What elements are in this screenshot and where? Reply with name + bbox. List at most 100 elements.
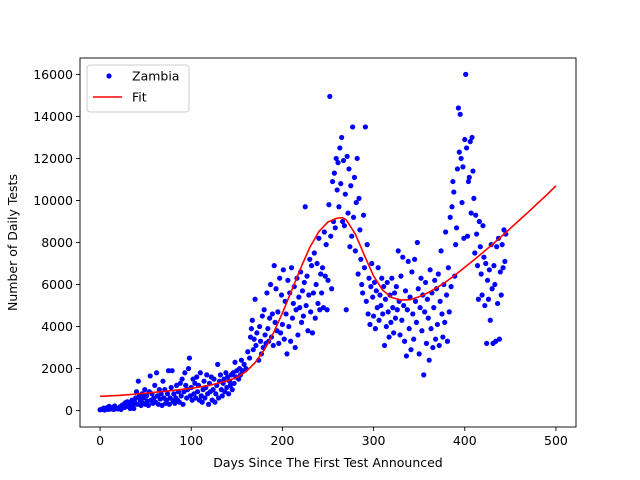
scatter-point xyxy=(350,214,357,220)
scatter-point xyxy=(432,277,438,283)
scatter-point xyxy=(460,164,466,170)
scatter-point xyxy=(210,387,216,393)
scatter-point xyxy=(454,166,461,172)
scatter-point xyxy=(478,271,484,277)
scatter-point xyxy=(379,275,385,281)
scatter-point xyxy=(131,405,137,412)
scatter-point xyxy=(355,271,361,277)
scatter-point xyxy=(304,273,310,279)
scatter-point xyxy=(371,279,378,286)
scatter-point xyxy=(366,275,372,281)
scatter-point xyxy=(319,265,326,271)
scatter-point xyxy=(314,260,320,267)
scatter-point xyxy=(211,376,217,382)
scatter-point xyxy=(412,298,419,304)
scatter-point xyxy=(377,292,383,298)
scatter-point xyxy=(297,305,303,311)
scatter-point xyxy=(178,393,184,399)
scatter-point xyxy=(463,145,470,151)
scatter-point xyxy=(424,296,430,302)
scatter-point xyxy=(459,199,465,206)
scatter-point xyxy=(231,380,237,386)
scatter-point xyxy=(476,218,482,225)
legend: Zambia Fit xyxy=(86,64,190,113)
x-tick-label: 100 xyxy=(179,433,203,448)
scatter-point xyxy=(311,250,317,256)
scatter-point xyxy=(135,378,141,384)
x-tick-label: 0 xyxy=(96,433,104,448)
scatter-point xyxy=(197,370,203,376)
scatter-point xyxy=(353,199,359,206)
scatter-point xyxy=(370,294,376,300)
scatter-point xyxy=(492,281,498,288)
scatter-point xyxy=(412,256,418,262)
scatter-point xyxy=(425,315,431,321)
scatter-point xyxy=(375,265,381,271)
scatter-point xyxy=(298,319,305,325)
scatter-point xyxy=(446,309,452,315)
y-tick-label: 2000 xyxy=(41,361,73,376)
scatter-point xyxy=(464,233,471,239)
y-tick-label: 10000 xyxy=(33,193,73,208)
scatter-point xyxy=(496,336,503,342)
scatter-point xyxy=(267,315,273,321)
scatter-point xyxy=(402,288,409,294)
scatter-point xyxy=(463,71,469,77)
scatter-point xyxy=(431,305,437,311)
scatter-point xyxy=(489,286,495,292)
scatter-point xyxy=(394,307,400,313)
scatter-point xyxy=(166,401,172,407)
scatter-point xyxy=(410,311,416,317)
scatter-point xyxy=(165,368,172,374)
y-tick-label: 4000 xyxy=(41,319,73,334)
scatter-point xyxy=(414,239,420,246)
fit-line xyxy=(100,185,557,398)
scatter-point xyxy=(419,328,425,334)
scatter-point xyxy=(213,391,219,397)
scatter-point xyxy=(418,275,424,281)
scatter-point xyxy=(312,315,318,321)
scatter-point xyxy=(254,330,260,336)
scatter-point xyxy=(444,338,451,344)
scatter-point xyxy=(345,210,351,216)
scatter-point xyxy=(484,277,491,283)
scatter-point xyxy=(322,273,328,279)
y-tick-label: 16000 xyxy=(33,67,73,82)
scatter-point xyxy=(329,286,335,292)
scatter-point xyxy=(436,342,442,349)
scatter-point xyxy=(292,344,298,351)
scatter-point xyxy=(160,378,166,384)
scatter-point xyxy=(219,393,225,399)
scatter-point xyxy=(369,260,375,267)
scatter-point xyxy=(267,281,274,288)
scatter-point xyxy=(308,309,314,315)
scatter-point xyxy=(390,305,396,311)
scatter-point xyxy=(498,292,504,298)
x-tick-label: 400 xyxy=(453,433,477,448)
scatter-point xyxy=(332,225,338,231)
scatter-point xyxy=(356,195,362,201)
scatter-point xyxy=(185,365,192,372)
legend-label-fit: Fit xyxy=(132,90,147,105)
scatter-point xyxy=(308,263,315,269)
scatter-point xyxy=(497,269,503,275)
scatter-point xyxy=(305,328,311,334)
scatter-point xyxy=(448,284,454,290)
scatter-point xyxy=(338,181,344,187)
scatter-point xyxy=(401,302,407,309)
scatter-point xyxy=(273,286,279,292)
scatter-point xyxy=(445,265,451,271)
scatter-point xyxy=(241,361,247,367)
scatter-point xyxy=(365,311,371,317)
scatter-point xyxy=(341,223,348,229)
scatter-point xyxy=(432,336,439,342)
scatter-point xyxy=(480,223,486,229)
scatter-point xyxy=(364,242,370,248)
scatter-point xyxy=(278,292,285,298)
scatter-point xyxy=(348,183,354,189)
scatter-point xyxy=(440,334,446,340)
scatter-point xyxy=(465,178,472,185)
scatter-point xyxy=(408,347,414,353)
scatter-point xyxy=(362,124,368,130)
